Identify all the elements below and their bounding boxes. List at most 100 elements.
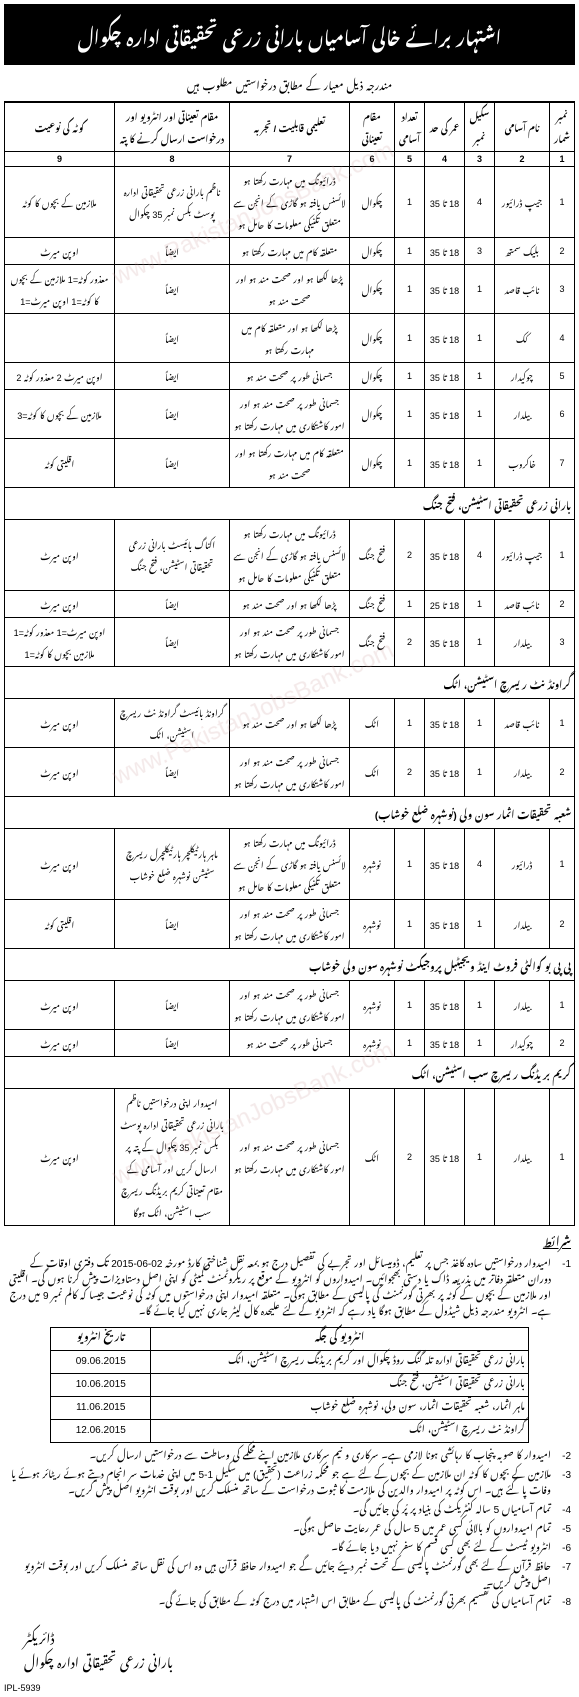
table-row: 2نائب قاصد118 تا 251فتح جنگپڑھا لکھا ہو … — [5, 591, 575, 618]
cell-addr: ایضاً — [115, 238, 230, 265]
cell-addr: ایضاً — [115, 981, 230, 1030]
cell-age: 18 تا 35 — [425, 265, 465, 314]
cell-addr: ایضاً — [115, 618, 230, 667]
cell-qual: جسمانی طور پر صحت مند ہو اور امور کاشتکا… — [230, 1089, 350, 1226]
cell-age: 18 تا 35 — [425, 618, 465, 667]
interview-place: گراونڈ نٹ ریسرچ اسٹیشن، اٹک — [151, 1420, 529, 1443]
cell-scale: 1 — [465, 265, 495, 314]
page-title: اشتہار برائے خالی آسامیاں بارانی زرعی تح… — [4, 4, 575, 65]
cell-qual: جسمانی طور پر صحت مند ہو اور امور کاشتکا… — [230, 900, 350, 949]
cond-num: 6- — [551, 1541, 571, 1557]
cell-n: 3 — [550, 265, 575, 314]
cond-num: 5- — [551, 1522, 571, 1538]
cell-qual: جسمانی طور پر صحت مند ہو اور امور کاشتکا… — [230, 748, 350, 797]
cell-place: چکوال — [350, 238, 395, 265]
cell-quota: اقلیتی کوٹہ — [5, 900, 115, 949]
cell-quota: اوپن میرٹ — [5, 699, 115, 748]
condition-item: 5-تمام امیدواروں کو بالائی کسی عمر میں 5… — [8, 1522, 571, 1538]
cell-scale: 1 — [465, 981, 495, 1030]
cell-name: بلیک سمتھ — [495, 238, 550, 265]
cell-addr: ایضاً — [115, 900, 230, 949]
cell-quota: اوپن میرٹ — [5, 591, 115, 618]
cell-age: 18 تا 35 — [425, 314, 465, 363]
table-row: 2بیلدار118 تا 352اٹکجسمانی طور پر صحت من… — [5, 748, 575, 797]
interview-date: 10.06.2015 — [51, 1374, 151, 1397]
cell-addr: گراونڈ بائیسٹ گراونڈ نٹ ریسرچ اسٹیشن، اٹ… — [115, 699, 230, 748]
cell-n: 1 — [550, 1089, 575, 1226]
cell-count: 1 — [395, 1030, 425, 1057]
interview-place: ماہر اثمار، شعبہ تحقیقات اثمار، سون ولی،… — [151, 1397, 529, 1420]
cell-quota: اوپن میرٹ — [5, 1089, 115, 1226]
cell-addr: ایضاً — [115, 748, 230, 797]
cell-name: بیلدار — [495, 748, 550, 797]
cell-place: فتح جنگ — [350, 591, 395, 618]
cell-n: 6 — [550, 390, 575, 439]
cell-quota: ملازمین کے بچوں کا کوٹہ — [5, 167, 115, 238]
cell-count: 1 — [395, 439, 425, 488]
cell-count: 1 — [395, 238, 425, 265]
cell-age: 18 تا 35 — [425, 439, 465, 488]
cell-place: اٹک — [350, 748, 395, 797]
interview-row: گراونڈ نٹ ریسرچ اسٹیشن، اٹک12.06.2015 — [51, 1420, 529, 1443]
cell-addr: اکناگ بائیسٹ بارانی زرعی تحقیقاتی اسٹیشن… — [115, 520, 230, 591]
cell-name: بیلدار — [495, 390, 550, 439]
cell-n: 2 — [550, 591, 575, 618]
cell-name: جیپ ڈرائیور — [495, 520, 550, 591]
cell-age: 18 تا 35 — [425, 748, 465, 797]
cell-count: 2 — [395, 618, 425, 667]
cell-age: 18 تا 35 — [425, 699, 465, 748]
cell-quota: اوپن میرٹ 2 معذور کوٹہ 2 — [5, 363, 115, 390]
cell-name: چوکیدار — [495, 363, 550, 390]
cell-addr: امیدوار اپنی درخواستیں ناظم بارانی زرعی … — [115, 1089, 230, 1226]
table-row: 1نائب قاصد118 تا 351اٹکپڑھا لکھا ہو اور … — [5, 699, 575, 748]
page-subtitle: مندرجہ ذیل معیار کے مطابق درخواستیں مطلو… — [4, 65, 575, 102]
cell-qual: پڑھا لکھا ہو اور صحت مند ہو اور صحت مند … — [230, 265, 350, 314]
cell-n: 1 — [550, 829, 575, 900]
cond-text: انٹرویو ٹیسٹ کے لئے بھی کسی قسم کا سفر ن… — [8, 1541, 551, 1557]
cell-quota: اوپن میرٹ — [5, 520, 115, 591]
cell-addr: ایضاً — [115, 265, 230, 314]
section5-title: پی پی بو کوالٹی فروٹ اینڈ ویجیٹبل پروجیک… — [5, 949, 575, 981]
cell-place: چکوال — [350, 314, 395, 363]
cell-scale: 1 — [465, 1089, 495, 1226]
cell-qual: جسمانی طور پر صحت مند ہو اور امور کاشتکا… — [230, 390, 350, 439]
interview-date: 11.06.2015 — [51, 1397, 151, 1420]
cell-quota: اوپن میرٹ — [5, 829, 115, 900]
cell-name: بیلدار — [495, 900, 550, 949]
cond-num: 4- — [551, 1503, 571, 1519]
table-row: 7خاکروب118 تا 351چکوالمتعلقہ کام میں مہا… — [5, 439, 575, 488]
cell-place: چکوال — [350, 439, 395, 488]
cell-quota: معذور کوٹہ=1 ملازمین کے بچوں کا کوٹہ=1 ا… — [5, 265, 115, 314]
cell-place: نوشہرہ — [350, 981, 395, 1030]
condition-item: 6-انٹرویو ٹیسٹ کے لئے بھی کسی قسم کا سفر… — [8, 1541, 571, 1557]
table-row: 2چوکیدار118 تا 351نوشہرہجسمانی طور پر صح… — [5, 1030, 575, 1057]
hn4: 4 — [425, 152, 465, 167]
cell-scale: 4 — [465, 829, 495, 900]
table-row: 3نائب قاصد118 تا 351چکوالپڑھا لکھا ہو او… — [5, 265, 575, 314]
cell-n: 2 — [550, 238, 575, 265]
cell-count: 1 — [395, 829, 425, 900]
cond-num: 7- — [551, 1560, 571, 1592]
col-quota: کوٹہ کی نوعیت — [5, 103, 115, 152]
cell-addr: ماہر ہارٹیکلچر ہارٹیکلچرل ریسرچ سٹیشن نو… — [115, 829, 230, 900]
cell-quota: اوپن میرٹ=1 معذور کوٹہ=1 ملازمین بچوں کا… — [5, 618, 115, 667]
cell-quota: اوپن میرٹ — [5, 748, 115, 797]
cell-scale: 1 — [465, 314, 495, 363]
cell-scale: 1 — [465, 1030, 495, 1057]
cell-age: 18 تا 35 — [425, 238, 465, 265]
cell-qual: جسمانی طور پر صحت مند ہو — [230, 1030, 350, 1057]
cell-name: نائب قاصد — [495, 265, 550, 314]
cond-text: امیدوار درخواستیں سادہ کاغذ جس پر تعلیم،… — [8, 1257, 551, 1321]
cell-count: 1 — [395, 167, 425, 238]
hn2: 2 — [495, 152, 550, 167]
hn7: 7 — [230, 152, 350, 167]
cell-age: 18 تا 35 — [425, 900, 465, 949]
ipl-number: IPL-5939 — [4, 1683, 575, 1693]
cell-quota: اوپن میرٹ — [5, 238, 115, 265]
cond-text: امیدوار کا صوبہ پنجاب کا رہائشی ہونا لاز… — [8, 1449, 551, 1465]
cell-qual: ڈرائیونگ میں مہارت رکھتا ہو لائسنس یافتہ… — [230, 520, 350, 591]
col-qualification: تعلیمی قابلیت / تجربہ — [230, 103, 350, 152]
cell-addr: ناظم بارانی زرعی تحقیقاتی ادارہ پوسٹ بکس… — [115, 167, 230, 238]
cond-text: ملازمین کے بچوں کا کوٹہ ان ملازمین کے بچ… — [8, 1468, 551, 1500]
col-serial: نمبر شمار — [550, 103, 575, 152]
